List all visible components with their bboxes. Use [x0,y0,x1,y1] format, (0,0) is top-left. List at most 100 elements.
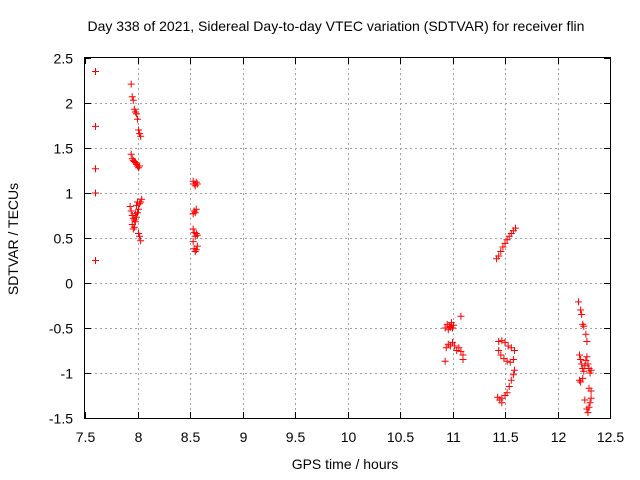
data-point [189,238,197,246]
data-point [126,203,134,210]
x-tick-label: 12.5 [597,429,624,445]
data-points [92,68,595,417]
data-point [132,202,140,210]
x-tick-label: 11 [446,429,461,445]
data-point [92,257,99,264]
data-point [132,213,140,221]
data-point [579,320,587,328]
data-point [134,115,141,123]
x-tick-label: 10.5 [387,429,414,445]
data-point [128,93,136,101]
x-axis-label: GPS time / hours [292,456,399,472]
chart-title: Day 338 of 2021, Sidereal Day-to-day VTE… [88,18,585,34]
data-point [446,323,454,331]
data-point [441,324,449,332]
data-point [583,338,591,345]
data-point [499,243,507,251]
data-point [192,178,200,186]
x-tick-label: 12 [551,429,567,445]
y-tick-label: 0 [65,276,73,292]
data-point [575,298,582,306]
plot-frame [84,57,611,419]
x-tick-label: 11.5 [492,429,518,445]
data-point [191,248,199,255]
x-tick-label: 7.5 [76,429,96,445]
y-tick-label: 0.5 [54,231,74,247]
data-point [135,205,143,213]
y-tick-label: 2 [65,96,73,112]
data-point [136,232,144,240]
data-point [131,158,139,166]
data-point [193,242,201,250]
data-point [500,355,508,363]
data-point [92,189,99,197]
data-point [127,207,135,215]
data-point [587,387,595,395]
data-point [577,356,585,363]
y-tick-label: 1.5 [54,141,74,157]
data-point [584,409,592,417]
data-point [512,224,519,232]
data-point [137,237,145,245]
data-point [131,108,139,116]
data-point [587,366,595,374]
data-point [584,360,592,368]
x-tick-label: 8 [135,429,143,445]
data-point [579,374,587,382]
data-point [137,132,145,140]
y-tick-label: 1 [65,186,73,202]
data-point [92,165,99,173]
data-point [501,338,509,346]
y-tick-label: 2.5 [54,51,74,67]
data-point [442,344,450,352]
data-point [450,321,458,329]
data-point [457,312,465,320]
data-point [192,205,200,213]
data-point [136,162,144,170]
data-point [193,231,201,239]
data-point [576,351,584,359]
data-point [580,322,588,330]
data-point [581,362,589,370]
data-point [497,351,505,359]
data-point [129,96,137,104]
data-point [192,230,200,237]
data-point [495,338,503,345]
data-point [503,236,511,244]
data-point [191,209,199,217]
data-point [582,356,590,364]
data-point [506,358,514,366]
data-point [503,389,511,397]
data-point [510,347,518,354]
data-point [583,353,591,361]
data-point [189,225,197,233]
axis-ticks [85,58,611,419]
data-point [577,378,585,386]
data-point [451,342,459,350]
data-point [132,160,140,168]
data-point [135,126,143,134]
y-tick-label: -0.5 [49,321,73,337]
data-point [578,311,586,318]
x-tick-label: 8.5 [181,429,201,445]
data-point [193,180,201,188]
data-point [127,80,135,88]
x-tick-label: 9 [240,429,248,445]
data-point [455,344,463,352]
data-point [505,383,513,390]
data-point [580,367,588,375]
data-point [457,347,465,355]
data-point [497,248,505,255]
data-point [129,225,137,233]
data-point [134,198,141,206]
x-tick-labels: 7.5 8 8.5 9 9.5 10 10.5 11 11.5 12 12.5 [76,429,625,445]
data-point [92,68,99,75]
data-point [441,357,449,365]
data-point [132,110,140,118]
data-point [495,347,503,354]
data-point [131,210,139,218]
data-point [138,195,146,203]
y-axis-label: SDTVAR / TECUs [5,183,21,295]
data-point [135,164,143,172]
